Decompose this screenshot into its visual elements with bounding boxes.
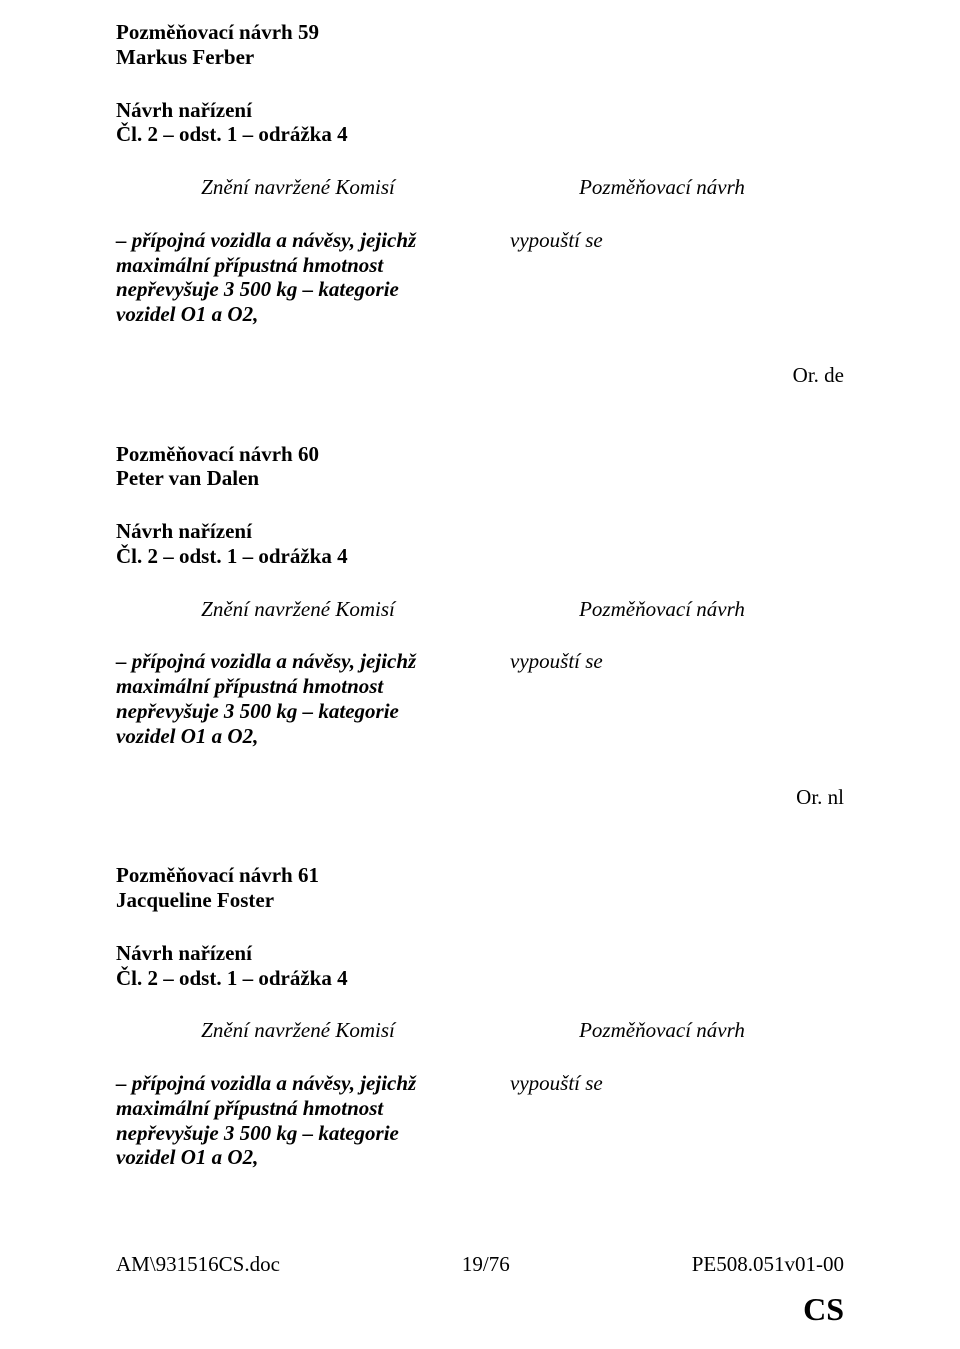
col-heading-left: Znění navržené Komisí [116, 175, 480, 200]
amendment-text-row: – přípojná vozidla a návěsy, jejichž max… [116, 228, 844, 327]
col-heading-right: Pozměňovací návrh [480, 597, 844, 622]
footer-left: AM\931516CS.doc [116, 1252, 280, 1277]
column-headings-row: Znění navržené Komisí Pozměňovací návrh [116, 1018, 844, 1043]
proposal-label: Návrh nařízení [116, 519, 844, 544]
language-corner: CS [803, 1291, 844, 1329]
article-ref: Čl. 2 – odst. 1 – odrážka 4 [116, 122, 844, 147]
left-amendment-text: – přípojná vozidla a návěsy, jejichž max… [116, 228, 470, 327]
orig-lang: Or. de [116, 363, 844, 388]
footer-right: PE508.051v01-00 [692, 1252, 844, 1277]
column-headings-row: Znění navržené Komisí Pozměňovací návrh [116, 175, 844, 200]
left-amendment-text: – přípojná vozidla a návěsy, jejichž max… [116, 1071, 470, 1170]
amendment-author: Markus Ferber [116, 45, 844, 70]
amendment-title: Pozměňovací návrh 61 [116, 863, 844, 888]
amendment-title: Pozměňovací návrh 60 [116, 442, 844, 467]
amendment-block: Pozměňovací návrh 61 Jacqueline Foster N… [116, 863, 844, 1170]
footer-center: 19/76 [462, 1252, 510, 1277]
right-amendment-text: vypouští se [470, 1071, 844, 1170]
proposal-label: Návrh nařízení [116, 98, 844, 123]
col-heading-right: Pozměňovací návrh [480, 175, 844, 200]
right-amendment-text: vypouští se [470, 228, 844, 327]
col-heading-left: Znění navržené Komisí [116, 597, 480, 622]
article-ref: Čl. 2 – odst. 1 – odrážka 4 [116, 544, 844, 569]
proposal-label: Návrh nařízení [116, 941, 844, 966]
amendment-text-row: – přípojná vozidla a návěsy, jejichž max… [116, 1071, 844, 1170]
column-headings-row: Znění navržené Komisí Pozměňovací návrh [116, 597, 844, 622]
amendment-author: Jacqueline Foster [116, 888, 844, 913]
amendment-block: Pozměňovací návrh 59 Markus Ferber Návrh… [116, 20, 844, 388]
amendment-text-row: – přípojná vozidla a návěsy, jejichž max… [116, 649, 844, 748]
amendment-block: Pozměňovací návrh 60 Peter van Dalen Náv… [116, 442, 844, 810]
page-footer: AM\931516CS.doc 19/76 PE508.051v01-00 [116, 1252, 844, 1277]
amendment-title: Pozměňovací návrh 59 [116, 20, 844, 45]
document-page: Pozměňovací návrh 59 Markus Ferber Návrh… [0, 0, 960, 1349]
orig-lang: Or. nl [116, 785, 844, 810]
left-amendment-text: – přípojná vozidla a návěsy, jejichž max… [116, 649, 470, 748]
article-ref: Čl. 2 – odst. 1 – odrážka 4 [116, 966, 844, 991]
col-heading-right: Pozměňovací návrh [480, 1018, 844, 1043]
right-amendment-text: vypouští se [470, 649, 844, 748]
amendment-author: Peter van Dalen [116, 466, 844, 491]
col-heading-left: Znění navržené Komisí [116, 1018, 480, 1043]
